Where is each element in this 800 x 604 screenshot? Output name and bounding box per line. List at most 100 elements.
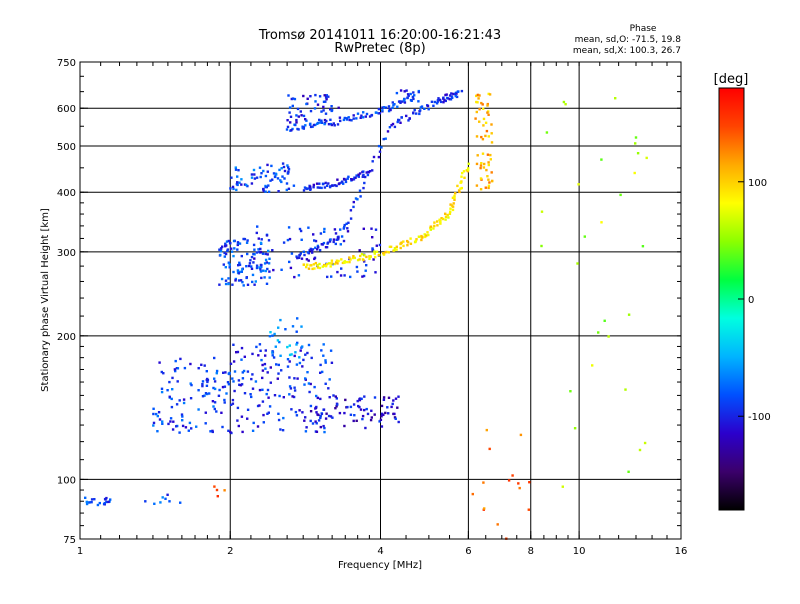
- colorbar-tick-label: 100: [748, 178, 767, 189]
- curve-point: [452, 202, 455, 205]
- data-point: [168, 395, 171, 398]
- data-point: [265, 282, 269, 285]
- data-point: [283, 169, 287, 173]
- data-point: [293, 97, 297, 101]
- data-point: [161, 422, 164, 425]
- data-point: [486, 102, 489, 106]
- data-point: [262, 189, 265, 193]
- data-point: [336, 403, 339, 406]
- curve-point: [462, 170, 466, 173]
- curve-point: [318, 266, 322, 270]
- data-point: [645, 156, 648, 160]
- curve-point: [335, 259, 339, 262]
- curve-point: [362, 186, 365, 190]
- data-point: [152, 407, 155, 410]
- data-point: [310, 356, 313, 360]
- data-point: [156, 430, 159, 433]
- data-point: [263, 276, 266, 279]
- data-point: [361, 417, 364, 421]
- data-point: [308, 390, 311, 394]
- data-point: [482, 107, 485, 110]
- data-point: [231, 185, 235, 189]
- data-point: [417, 100, 420, 103]
- data-point: [262, 187, 265, 191]
- data-point: [403, 90, 406, 93]
- curve-point: [312, 186, 315, 189]
- data-point: [324, 361, 327, 364]
- curve-point: [365, 112, 369, 116]
- data-point: [182, 401, 186, 405]
- data-point: [328, 396, 331, 399]
- data-point: [287, 166, 290, 169]
- curve-point: [466, 168, 470, 171]
- data-point: [315, 411, 318, 414]
- curve-point: [318, 262, 321, 266]
- curve-point: [374, 255, 377, 259]
- curve-point: [336, 262, 339, 265]
- curve-point: [395, 248, 398, 251]
- data-point: [482, 166, 486, 169]
- curve-point: [458, 190, 461, 194]
- data-point: [373, 396, 377, 399]
- data-point: [306, 351, 309, 355]
- data-point: [230, 403, 233, 406]
- data-point: [226, 249, 229, 252]
- data-point: [204, 411, 207, 414]
- curve-point: [420, 234, 423, 238]
- data-point: [213, 380, 217, 383]
- curve-point: [343, 116, 346, 120]
- data-point: [266, 371, 269, 374]
- data-point: [307, 226, 310, 229]
- data-point: [374, 228, 378, 231]
- data-point: [231, 283, 234, 286]
- curve-point: [356, 198, 359, 201]
- data-point: [277, 363, 280, 367]
- data-point: [241, 371, 244, 374]
- data-point: [251, 373, 254, 376]
- curve-point: [399, 101, 402, 104]
- data-point: [103, 501, 106, 505]
- data-point: [323, 118, 327, 122]
- curve-point: [444, 212, 447, 215]
- data-point: [490, 132, 493, 135]
- curve-point: [337, 259, 340, 263]
- data-point: [232, 270, 235, 274]
- data-point: [296, 107, 300, 111]
- curve-point: [366, 173, 370, 177]
- data-point: [254, 280, 257, 283]
- data-point: [255, 176, 259, 179]
- curve-point: [406, 244, 409, 247]
- data-point: [304, 430, 308, 433]
- data-point: [329, 108, 332, 111]
- data-point: [221, 245, 224, 248]
- data-point: [332, 394, 335, 397]
- data-point: [179, 501, 182, 504]
- data-point: [302, 358, 305, 362]
- data-point: [201, 384, 204, 388]
- data-point: [357, 404, 360, 408]
- data-point: [478, 94, 481, 97]
- y-tick-label: 400: [57, 188, 76, 199]
- data-point: [262, 413, 265, 417]
- curve-point: [364, 115, 367, 118]
- curve-point: [333, 262, 336, 266]
- curve-point: [399, 242, 402, 246]
- data-point: [342, 227, 345, 230]
- data-point: [397, 395, 400, 398]
- data-point: [250, 176, 254, 179]
- data-point: [232, 343, 235, 346]
- curve-point: [321, 265, 324, 268]
- data-point: [270, 164, 273, 168]
- data-point: [327, 95, 330, 98]
- data-point: [281, 162, 285, 165]
- curve-point: [387, 105, 391, 108]
- curve-point: [445, 93, 448, 96]
- data-point: [266, 388, 270, 392]
- curve-point: [454, 94, 457, 98]
- data-point: [224, 266, 227, 269]
- data-point: [250, 377, 253, 381]
- curve-point: [399, 246, 402, 250]
- data-point: [303, 419, 306, 422]
- data-point: [328, 378, 331, 381]
